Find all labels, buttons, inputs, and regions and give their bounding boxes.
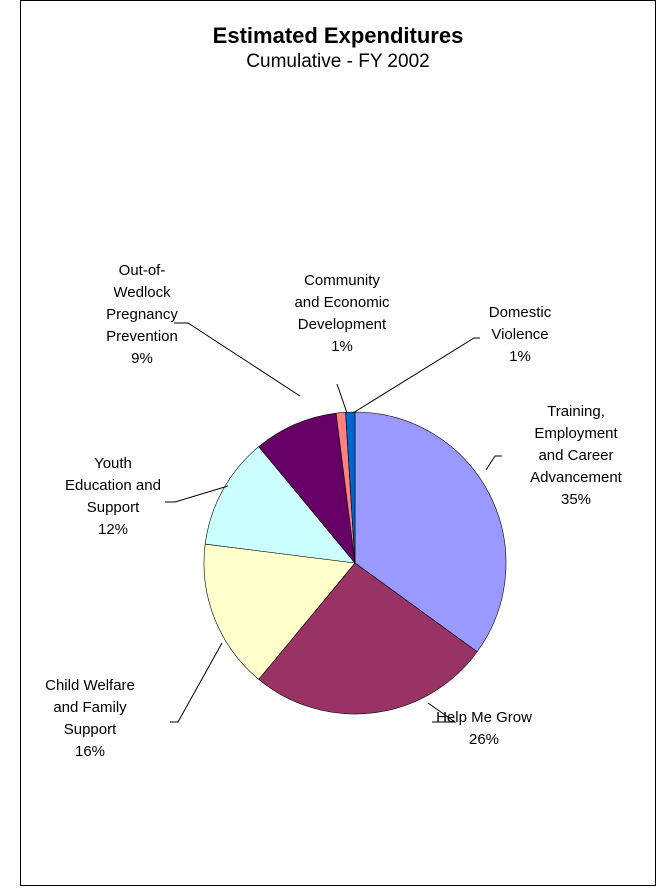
slice-label-out-of-wedlock-pregnancy-prevention: Out-of- Wedlock Pregnancy Prevention 9% [106,262,178,367]
slice-label-line: Employment [534,425,618,442]
slice-label-line: Pregnancy [106,306,178,323]
slice-label-line: Out-of- [119,262,166,279]
pie-slice-out-of-wedlock-pregnancy-prevention [258,412,356,564]
leader-line-help-me-grow [427,702,457,723]
leader-line-child-welfare-and-family-support [170,642,223,723]
pie-slice-help-me-grow [258,562,478,715]
chart-subtitle: Cumulative - FY 2002 [246,51,430,72]
leader-line-out-of-wedlock-pregnancy-prevention [174,322,301,397]
slice-label-community-and-economic-development: Community and Economic Development 1% [294,272,390,355]
slice-label-line: Community [304,272,380,289]
leader-line-domestic-violence [352,337,480,414]
pie-slice-child-welfare-and-family-support [203,543,356,680]
chart-title: Estimated Expenditures [212,23,464,48]
slice-percent: 9% [131,350,153,367]
slice-label-line: Wedlock [113,284,171,301]
leader-line-youth-education-and-support [165,485,229,503]
slice-label-line: Support [64,721,117,738]
slice-percent: 16% [75,743,105,760]
slice-label-training-employment-and-career-advancement: Training, Employment and Career Advancement… [530,403,623,508]
slice-label-line: Domestic [489,304,552,321]
slice-percent: 12% [98,521,128,538]
slice-label-line: Training, [547,403,605,420]
slice-label-line: Prevention [106,328,178,345]
slice-percent: 35% [561,491,591,508]
slice-label-line: Education and [65,477,161,494]
slice-label-child-welfare-and-family-support: Child Welfare and Family Support 16% [45,677,135,760]
slice-label-line: and Economic [294,294,390,311]
slice-label-line: Advancement [530,469,623,486]
slice-label-line: Support [87,499,140,516]
leader-line-training-employment-and-career-advancement [485,455,502,471]
leader-line-community-and-economic-development [336,383,348,414]
slice-percent: 1% [331,338,353,355]
slice-label-domestic-violence: Domestic Violence 1% [489,304,552,365]
slice-percent: 26% [469,731,499,748]
slice-label-line: Youth [94,455,132,472]
slice-label-line: and Family [53,699,127,716]
slice-label-line: Child Welfare [45,677,135,694]
slice-label-line: and Career [538,447,613,464]
slice-label-line: Help Me Grow [436,709,532,726]
slice-percent: 1% [509,348,531,365]
pie-slice-youth-education-and-support [204,446,356,564]
slice-label-help-me-grow: Help Me Grow 26% [436,709,532,748]
pie-slice-training-employment-and-career-advancement [354,411,507,653]
slice-label-line: Violence [491,326,548,343]
slice-label-youth-education-and-support: Youth Education and Support 12% [65,455,161,538]
slice-label-line: Development [298,316,387,333]
